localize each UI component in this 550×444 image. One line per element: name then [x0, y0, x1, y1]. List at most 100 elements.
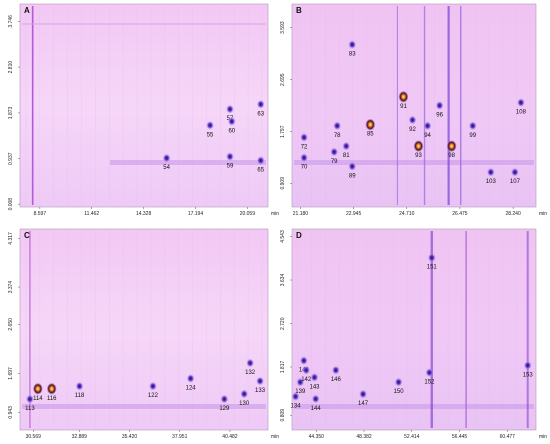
peak-spot [516, 98, 525, 108]
peak-label: 79 [331, 159, 338, 165]
peak-label: 70 [301, 165, 308, 171]
peak-spot [296, 377, 305, 387]
peak-label: 72 [301, 144, 308, 150]
peak-label: 107 [510, 179, 521, 185]
peak-spot [300, 132, 309, 142]
peak-label: 113 [25, 406, 35, 412]
peak-label: 63 [257, 111, 264, 117]
peak-label: 83 [349, 52, 356, 58]
peak-label: 108 [516, 110, 527, 116]
x-tick-label: 20.059 [240, 211, 256, 217]
peak-spot [398, 90, 409, 103]
peak-spot [246, 358, 255, 368]
peak-spot [310, 372, 319, 382]
peak-label: 130 [239, 401, 250, 407]
peak-label: 153 [523, 372, 534, 378]
peak-spot [468, 121, 477, 131]
panel-d: 0.809 1.817 2.720 3.634 4.543 44.350 48.382 52.… [280, 228, 547, 440]
peak-spot [425, 368, 434, 378]
y-tick-label: 0.943 [8, 406, 14, 419]
panel-letter: A [24, 6, 30, 15]
x-tick-label: 52.414 [404, 434, 420, 440]
peak-label: 98 [448, 153, 455, 159]
y-tick-label: 4.543 [280, 230, 286, 243]
peak-spot [256, 156, 265, 166]
y-tick-label: 3.746 [8, 15, 14, 28]
y-tick-label: 3.634 [280, 274, 286, 287]
peak-label: 150 [394, 389, 405, 395]
peak-spot [523, 360, 532, 370]
peak-spot [342, 141, 351, 151]
peak-spot [348, 40, 357, 50]
peak-spot [75, 381, 84, 391]
peak-spot [510, 167, 519, 177]
x-tick-label: 21.180 [293, 211, 309, 217]
peak-label: 124 [186, 385, 197, 391]
peak-label: 147 [358, 401, 369, 407]
x-tick-label: 30.569 [26, 434, 42, 440]
peak-label: 139 [295, 389, 306, 395]
peak-label: 151 [427, 265, 438, 271]
x-tick-label: 35.420 [122, 434, 138, 440]
x-unit-label: min [539, 434, 547, 440]
x-unit-label: min [271, 211, 279, 217]
x-tick-label: 48.382 [356, 434, 372, 440]
peak-label: 116 [47, 396, 57, 402]
peak-spot [331, 365, 340, 375]
peak-spot [302, 365, 311, 375]
peak-spot [148, 381, 157, 391]
peak-label: 65 [257, 168, 264, 174]
peak-spot [225, 152, 234, 162]
peak-spot [446, 140, 457, 153]
peak-label: 81 [343, 153, 350, 159]
panel-b: 0.909 1.797 2.695 3.593 21.180 22.945 24.710 26… [280, 3, 547, 217]
x-tick-label: 11.462 [84, 211, 99, 217]
peak-label: 54 [163, 165, 170, 171]
y-tick-label: 1.817 [280, 360, 286, 373]
peak-spot [162, 153, 171, 163]
peak-label: 144 [311, 406, 322, 412]
peak-label: 122 [148, 393, 159, 399]
peak-spot [206, 120, 215, 130]
y-tick-label: 2.720 [280, 317, 286, 330]
peak-spot [486, 167, 495, 177]
peak-spot [333, 121, 342, 131]
peak-spot [300, 153, 309, 163]
y-tick-label: 3.374 [8, 281, 14, 294]
peak-label: 93 [415, 153, 422, 159]
peak-label: 96 [436, 113, 443, 119]
peak-label: 142 [301, 377, 312, 383]
y-tick-label: 1.797 [280, 125, 286, 138]
peak-label: 94 [424, 133, 431, 139]
x-tick-label: 32.889 [72, 434, 88, 440]
peak-spot [46, 382, 57, 395]
y-tick-label: 1.697 [8, 367, 14, 380]
peak-spot [32, 382, 43, 395]
panel-letter: D [296, 231, 302, 240]
y-tick-label: 2.695 [280, 73, 286, 86]
x-tick-label: 28.240 [505, 211, 521, 217]
peak-spot [256, 376, 265, 386]
peak-label: 114 [33, 396, 43, 402]
x-tick-label: 60.477 [500, 434, 516, 440]
x-tick-label: 26.475 [452, 211, 468, 217]
peak-label: 132 [245, 370, 256, 376]
y-tick-label: 2.810 [8, 61, 14, 74]
y-tick-label: 2.650 [8, 318, 14, 331]
peak-spot [25, 394, 34, 404]
y-tick-label: 1.873 [8, 106, 14, 119]
column-bleed-band [110, 160, 266, 165]
peak-spot [240, 389, 249, 399]
plot-area [291, 228, 537, 431]
y-tick-label: 4.317 [8, 232, 14, 245]
peak-label: 99 [469, 133, 476, 139]
y-tick-label: 3.593 [280, 21, 286, 34]
column-bleed-band [22, 404, 266, 409]
peak-spot [227, 116, 236, 126]
peak-label: 78 [334, 133, 341, 139]
peak-spot [365, 118, 376, 131]
y-tick-label: 0.937 [8, 152, 14, 165]
panel-a: 0.008 0.937 1.873 2.810 3.746 8.597 11.462 14.3… [8, 3, 279, 217]
peak-label: 89 [349, 173, 356, 179]
